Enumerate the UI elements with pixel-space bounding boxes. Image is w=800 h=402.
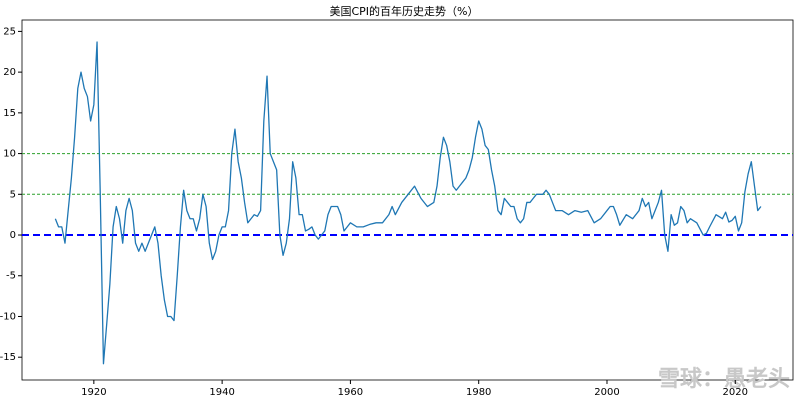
y-tick-label: -5 — [6, 271, 16, 282]
x-tick-label: 1980 — [466, 387, 491, 398]
y-tick-label: 5 — [10, 189, 16, 200]
x-tick-label: 1920 — [81, 387, 106, 398]
y-tick-label: 10 — [3, 149, 16, 160]
y-tick-label: 25 — [3, 26, 16, 37]
x-tick-label: 2000 — [594, 387, 619, 398]
plot-frame — [21, 19, 794, 381]
y-tick-label: -15 — [0, 352, 16, 363]
x-tick-label: 2020 — [723, 387, 748, 398]
watermark: 雪球：愚老头 — [658, 367, 790, 392]
x-tick-label: 1960 — [338, 387, 363, 398]
data-line — [54, 41, 762, 365]
y-tick-label: 20 — [3, 67, 16, 78]
y-tick-label: 0 — [10, 230, 16, 241]
x-tick-label: 1940 — [209, 387, 234, 398]
y-tick-label: 15 — [3, 108, 16, 119]
y-tick-label: -10 — [0, 311, 16, 322]
chart-title: 美国CPI的百年历史走势（%） — [329, 4, 478, 18]
